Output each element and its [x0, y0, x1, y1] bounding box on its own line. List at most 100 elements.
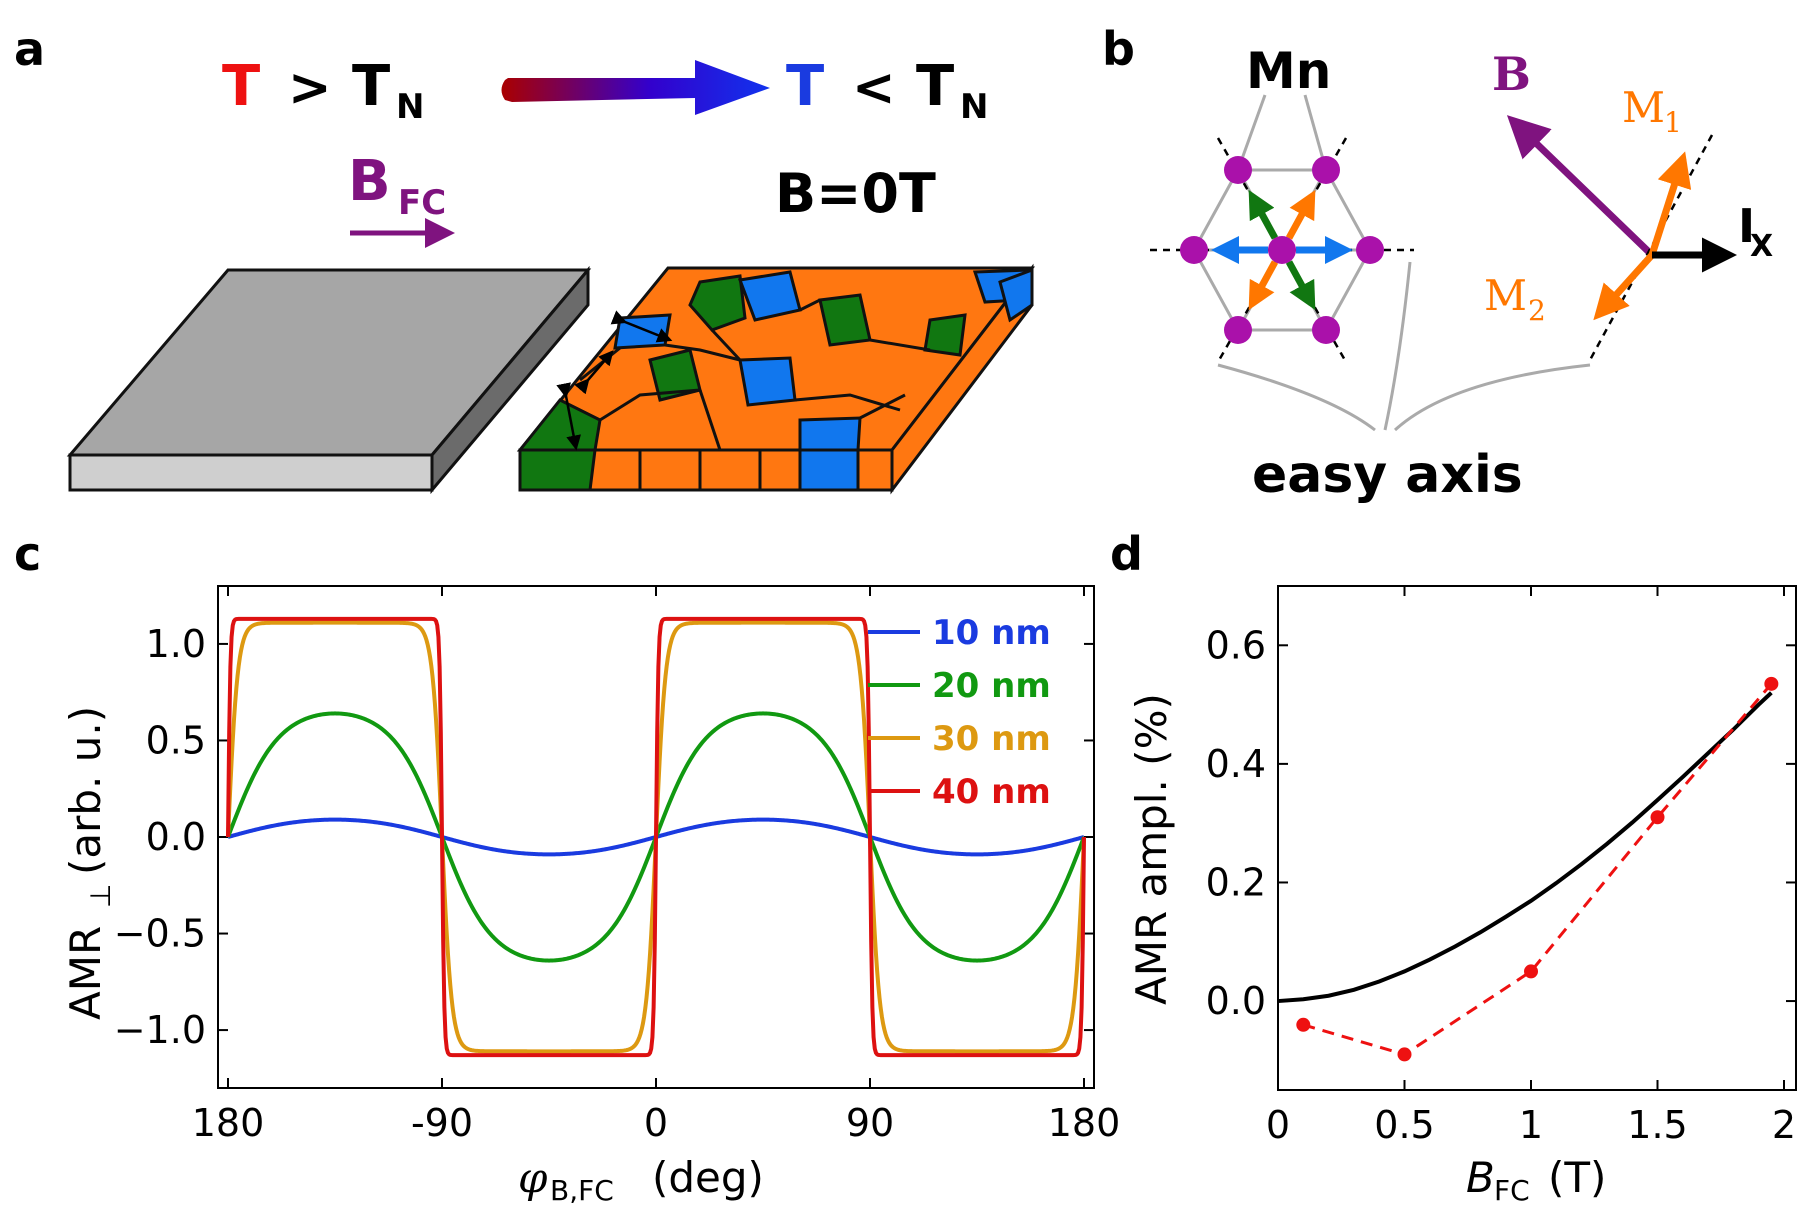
- t-cold-label: T: [786, 54, 824, 119]
- panel-d-chart: d 0 0.5 1 1.5 2 0.0 0.2 0.4 0.6 B FC (T) AMR amp…: [1110, 527, 1797, 1207]
- panel-c-chart: c 180 -90 0 90 180 1.0 0.5 0.0 −0.5 −1.0 10 nm 20 …: [14, 527, 1120, 1207]
- c-y-axis-label: AMR ⊥ (arb. u.): [61, 706, 117, 1020]
- d-data-point: [1524, 964, 1538, 979]
- c-ylabel-unit: (arb. u.): [61, 706, 110, 875]
- d-x-tick-label: 2: [1772, 1103, 1796, 1147]
- orange-moment-arrow: [1285, 189, 1316, 240]
- m1-arrow: [1648, 151, 1692, 257]
- mn-label: Mn: [1246, 42, 1331, 100]
- c-y-tick-label: −1.0: [114, 1008, 206, 1052]
- cooling-arrow: [501, 60, 770, 115]
- domain-blue: [798, 416, 862, 452]
- d-xlabel-symbol: B: [1466, 1153, 1495, 1202]
- mn-atom: [1224, 156, 1252, 184]
- d-data-point: [1764, 676, 1779, 691]
- b-zero-label: B=0T: [775, 162, 936, 225]
- d-x-tick-label: 1: [1519, 1103, 1543, 1147]
- d-ylabel-text: AMR ampl. (%): [1127, 693, 1176, 1005]
- c-axis-ticks: 180 -90 0 90 180 1.0 0.5 0.0 −0.5 −1.0: [114, 586, 1120, 1145]
- tn-cold-label: T: [916, 54, 954, 119]
- less-than-sign: <: [852, 58, 896, 118]
- panel-b: b Mn B: [1102, 22, 1773, 505]
- c-legend-label: 40 nm: [932, 772, 1051, 812]
- c-x-tick-label: 180: [192, 1101, 265, 1145]
- domain-blue: [613, 313, 672, 350]
- panel-label-a: a: [14, 22, 45, 76]
- d-series-line-data: [1302, 682, 1773, 1057]
- c-legend: 10 nm 20 nm 30 nm 40 nm: [868, 613, 1051, 812]
- bfc-label: B: [348, 149, 391, 214]
- tn-cold-subscript: N: [960, 87, 988, 127]
- greater-than-sign: >: [288, 58, 332, 118]
- domain-blue: [738, 356, 797, 407]
- mn-atom: [1312, 156, 1340, 184]
- c-xlabel-subscript: B,FC: [550, 1174, 614, 1207]
- mn-lattice: [1192, 94, 1372, 332]
- domain-green: [518, 448, 597, 492]
- b-vector-arrow: [1506, 115, 1655, 258]
- gray-slab-side: [430, 265, 590, 495]
- domain-slab: [516, 263, 1036, 495]
- easy-axis-pointers: [1217, 261, 1591, 432]
- gray-slab-front: [68, 453, 434, 492]
- c-y-tick-label: −0.5: [114, 912, 206, 956]
- ix-subscript: X: [1750, 229, 1773, 264]
- d-y-tick-label: 0.0: [1206, 979, 1266, 1023]
- panel-label-c: c: [14, 527, 41, 581]
- m1-subscript: 1: [1664, 106, 1682, 139]
- c-legend-label: 30 nm: [932, 719, 1051, 759]
- d-x-tick-label: 0.5: [1374, 1103, 1434, 1147]
- panel-a: a T > T N T < T N B FC B=0T: [14, 22, 1036, 495]
- plot-frame-d: [1277, 585, 1797, 1091]
- t-hot-label: T: [222, 54, 260, 119]
- green-moment-arrow: [1248, 189, 1279, 240]
- green-moment-arrow: [1285, 260, 1316, 311]
- d-xlabel-unit: (T): [1548, 1153, 1606, 1202]
- domain-axis-arrow: [556, 382, 582, 451]
- d-data-point: [1397, 1047, 1412, 1062]
- easy-axis-line: [1588, 134, 1714, 361]
- d-xlabel-subscript: FC: [1494, 1174, 1530, 1207]
- domain-blue: [798, 448, 860, 492]
- c-y-tick-label: 1.0: [146, 622, 206, 666]
- ix-label: I: [1738, 199, 1755, 253]
- c-x-tick-label: 0: [644, 1101, 668, 1145]
- d-y-tick-label: 0.6: [1206, 623, 1266, 667]
- mn-atoms: [1180, 156, 1384, 344]
- orange-moment-arrow: [1248, 260, 1279, 311]
- mn-atom: [1312, 316, 1340, 344]
- mn-atom: [1356, 236, 1384, 264]
- d-data-point: [1650, 810, 1665, 825]
- d-axis-ticks: 0 0.5 1 1.5 2 0.0 0.2 0.4 0.6: [1206, 586, 1796, 1147]
- c-legend-label: 10 nm: [932, 613, 1051, 653]
- d-series-line-fit: [1277, 691, 1773, 1004]
- domain-green: [923, 313, 967, 357]
- bfc-subscript: FC: [398, 183, 446, 223]
- domain-boundaries: [579, 298, 931, 490]
- c-x-tick-label: 90: [846, 1101, 894, 1145]
- c-x-axis-label: φ B,FC (deg): [518, 1153, 764, 1207]
- d-x-axis-label: B FC (T): [1466, 1153, 1606, 1207]
- c-legend-label: 20 nm: [932, 666, 1051, 706]
- domain-axis-arrow: [574, 350, 614, 395]
- domain-blue: [998, 267, 1034, 323]
- tn-hot-subscript: N: [396, 87, 424, 127]
- easy-axis-label: easy axis: [1252, 445, 1523, 505]
- tn-hot-label: T: [352, 54, 390, 119]
- mn-atom: [1268, 236, 1296, 264]
- c-series-line-40-nm: [226, 616, 1086, 1058]
- c-x-tick-label: -90: [411, 1101, 473, 1145]
- d-x-tick-label: 0: [1266, 1103, 1290, 1147]
- c-y-tick-label: 0.0: [146, 815, 206, 859]
- panel-label-b: b: [1102, 22, 1135, 76]
- m2-arrow: [1593, 252, 1655, 321]
- c-xlabel-symbol: φ: [518, 1153, 548, 1202]
- d-y-tick-label: 0.2: [1206, 860, 1266, 904]
- d-x-tick-label: 1.5: [1627, 1103, 1687, 1147]
- mn-atom: [1180, 236, 1208, 264]
- d-data-point: [1296, 1017, 1311, 1032]
- b-vector-label: B: [1492, 47, 1531, 101]
- domain-axis-arrow: [610, 310, 673, 343]
- c-ylabel-subscript: ⊥: [84, 884, 117, 908]
